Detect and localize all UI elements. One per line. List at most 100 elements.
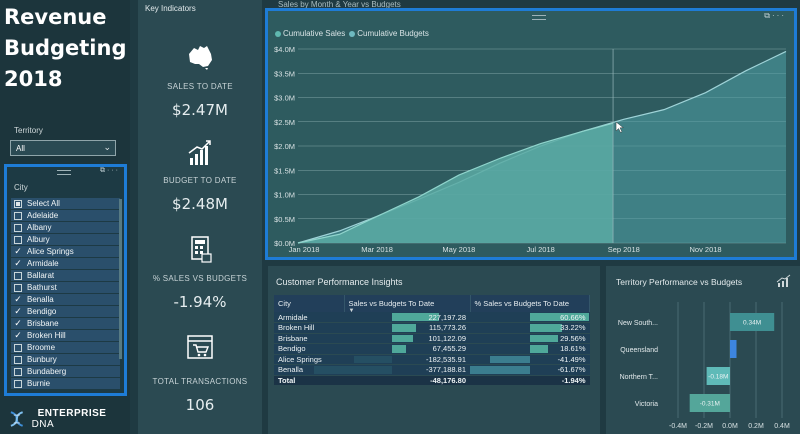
data-label: -0.18M: [708, 374, 728, 381]
city-slicer-label: City: [14, 183, 28, 192]
checkbox-icon[interactable]: [14, 223, 22, 232]
y-tick-label: $1.5M: [274, 166, 295, 175]
column-header-pct[interactable]: % Sales vs Budgets To Date: [470, 295, 590, 312]
focus-mode-icon[interactable]: ⧉: [764, 11, 772, 20]
kpi-pct-value: -1.94%: [173, 293, 227, 311]
territory-bar[interactable]: [730, 313, 775, 331]
series-area-sales: [298, 123, 614, 243]
city-option[interactable]: Burnie: [11, 378, 120, 390]
legend-label: Cumulative Budgets: [357, 29, 429, 38]
city-option[interactable]: Albany: [11, 222, 120, 234]
x-tick-label: 0.0M: [722, 423, 738, 430]
checkbox-icon[interactable]: [14, 343, 22, 352]
city-option[interactable]: ✓ Armidale: [11, 258, 120, 270]
more-options-icon[interactable]: ···: [772, 11, 786, 20]
checked-checkbox-icon[interactable]: ✓: [14, 245, 22, 256]
drag-handle-icon[interactable]: [57, 170, 71, 175]
checked-checkbox-icon[interactable]: ✓: [14, 305, 22, 316]
data-bar: [391, 313, 439, 321]
city-option[interactable]: ✓ Benalla: [11, 294, 120, 306]
cell-city: Benalla: [274, 364, 344, 376]
more-options-icon[interactable]: ···: [107, 167, 120, 174]
city-option[interactable]: Bathurst: [11, 282, 120, 294]
city-option-label: Broome: [27, 343, 56, 352]
column-header-city[interactable]: City: [274, 295, 345, 312]
checkbox-icon[interactable]: [14, 283, 22, 292]
table-row[interactable]: Armidale 227,197.28 60.66%: [274, 312, 590, 323]
cell-value: 18.61%: [560, 344, 586, 354]
city-option[interactable]: ✓ Alice Springs: [11, 246, 120, 258]
table-row[interactable]: Alice Springs -182,535.91 -41.49%: [274, 354, 590, 365]
city-option[interactable]: Albury: [11, 234, 120, 246]
checkbox-icon[interactable]: [14, 379, 22, 388]
report-title-line: Budgeting: [4, 36, 127, 60]
key-indicators-title: Key Indicators: [145, 4, 196, 13]
cell-value: -377,188.81: [425, 365, 466, 375]
kpi-sales-value: $2.47M: [172, 101, 228, 119]
checkbox-icon[interactable]: [14, 271, 22, 280]
checkbox-icon[interactable]: [14, 355, 22, 364]
table-row[interactable]: Bendigo 67,455.29 18.61%: [274, 343, 590, 355]
cell-pct: 33.22%: [470, 322, 590, 334]
territory-bar[interactable]: [730, 340, 737, 358]
territory-dropdown[interactable]: All ⌄: [10, 140, 116, 156]
kpi-transactions-value: 106: [185, 396, 215, 414]
city-option[interactable]: Adelaide: [11, 210, 120, 222]
slicer-scrollbar[interactable]: [119, 199, 122, 359]
checked-checkbox-icon[interactable]: ✓: [14, 329, 22, 340]
cumulative-chart-panel[interactable]: ⧉··· Cumulative Sales Cumulative Budgets…: [265, 8, 797, 260]
partial-checkbox-icon[interactable]: [14, 199, 22, 208]
drag-handle-icon[interactable]: [532, 15, 546, 20]
cell-city: Bendigo: [274, 343, 344, 355]
table-row[interactable]: Brisbane 101,122.09 29.56%: [274, 333, 590, 344]
city-option-label: Broken Hill: [27, 331, 66, 340]
city-option[interactable]: Broome: [11, 342, 120, 354]
city-option[interactable]: ✓ Broken Hill: [11, 330, 120, 342]
x-tick-label: Jul 2018: [526, 245, 554, 254]
data-label: -0.31M: [700, 401, 720, 408]
kpi-pct: % SALES VS BUDGETS -1.94%: [138, 274, 262, 311]
x-tick-label: -0.2M: [695, 423, 713, 430]
checkbox-icon[interactable]: [14, 211, 22, 220]
cell-value: 227,197.28: [428, 312, 466, 322]
checkbox-icon[interactable]: [14, 367, 22, 376]
city-option[interactable]: Bunbury: [11, 354, 120, 366]
report-title: Revenue Budgeting 2018: [4, 2, 132, 95]
table-row[interactable]: Broken Hill 115,773.26 33.22%: [274, 322, 590, 334]
territory-bar[interactable]: [706, 367, 730, 385]
checked-checkbox-icon[interactable]: ✓: [14, 293, 22, 304]
australia-map-icon: [189, 46, 212, 70]
city-option[interactable]: Select All: [11, 198, 120, 210]
y-tick-label: $4.0M: [274, 45, 295, 54]
x-tick-label: Mar 2018: [361, 245, 393, 254]
kpi-budget-label: BUDGET TO DATE: [163, 176, 237, 185]
data-bar: [489, 355, 530, 363]
column-header-sales-vs-budgets[interactable]: Sales vs Budgets To Date ▼: [344, 295, 471, 314]
category-label: Queensland: [620, 347, 658, 354]
city-option-label: Alice Springs: [27, 247, 74, 256]
city-option-label: Select All: [27, 199, 60, 208]
table-row[interactable]: Benalla -377,188.81 -61.67%: [274, 364, 590, 376]
y-tick-label: $2.5M: [274, 118, 295, 127]
checked-checkbox-icon[interactable]: ✓: [14, 257, 22, 268]
checkbox-icon[interactable]: [14, 235, 22, 244]
city-list: Select All Adelaide Albany Albury ✓ Alice Spr…: [11, 198, 120, 390]
cell-value: -41.49%: [557, 354, 586, 364]
city-option-label: Benalla: [27, 295, 54, 304]
city-option[interactable]: Bundaberg: [11, 366, 120, 378]
cell-sales-vs-budgets: 227,197.28: [344, 312, 470, 323]
data-bar: [529, 324, 562, 332]
total-cell: Total: [274, 375, 344, 386]
legend-item-sales[interactable]: Cumulative Sales: [275, 29, 345, 38]
chart-legend: Cumulative Sales Cumulative Budgets: [275, 29, 433, 38]
city-option[interactable]: ✓ Bendigo: [11, 306, 120, 318]
checked-checkbox-icon[interactable]: ✓: [14, 317, 22, 328]
legend-item-budgets[interactable]: Cumulative Budgets: [349, 29, 429, 38]
focus-mode-icon[interactable]: ⧉: [100, 167, 107, 174]
city-option[interactable]: ✓ Brisbane: [11, 318, 120, 330]
shopping-cart-window-icon: [187, 335, 213, 359]
legend-label: Cumulative Sales: [283, 29, 346, 38]
series-line-sales[interactable]: [297, 122, 614, 244]
city-option[interactable]: Ballarat: [11, 270, 120, 282]
territory-bar[interactable]: [689, 394, 730, 412]
